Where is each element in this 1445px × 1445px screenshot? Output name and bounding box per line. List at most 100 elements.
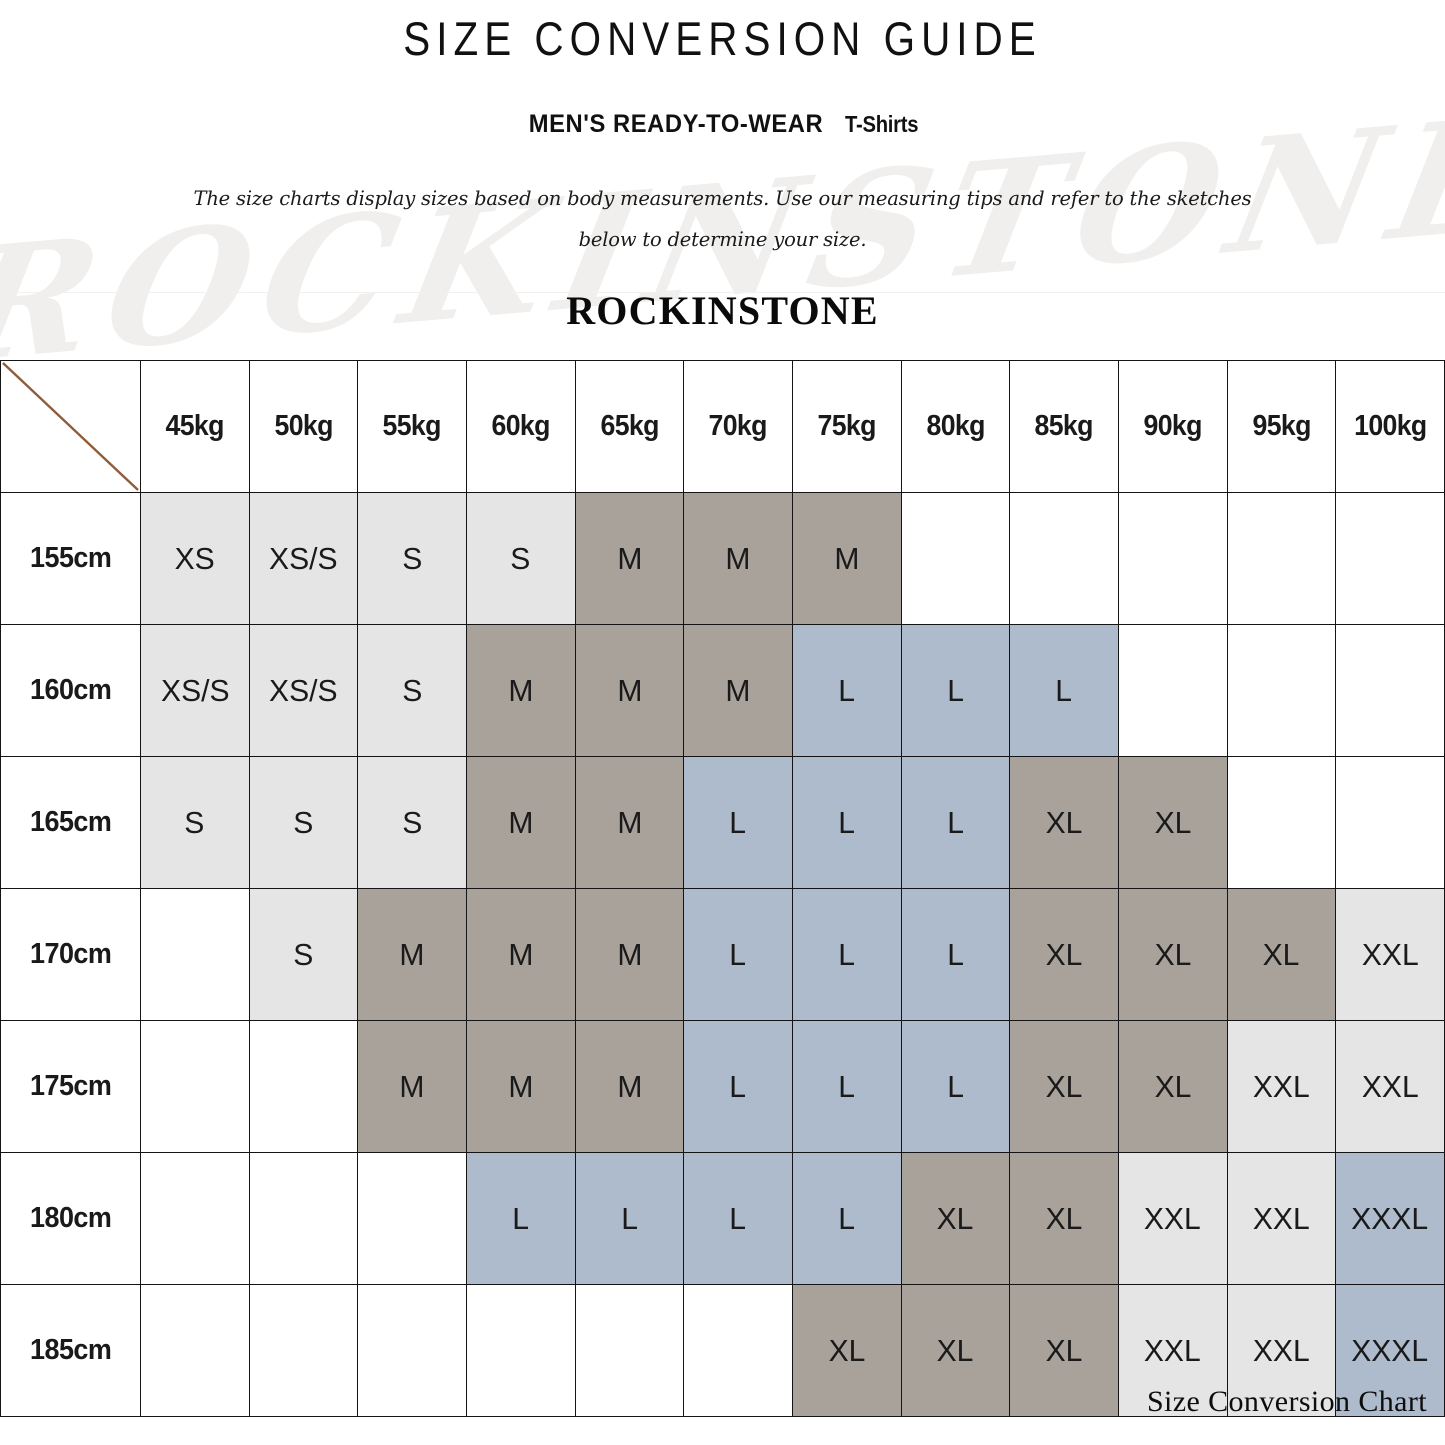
size-cell-label: XL <box>1045 1332 1083 1368</box>
description-line-2: below to determine your size. <box>578 227 867 251</box>
height-row-header-label: 155cm <box>29 542 112 574</box>
weight-column-header-label: 55kg <box>383 410 442 442</box>
size-cell: L <box>683 1152 793 1285</box>
table-row: 165cm S S S M M L L L XL XL <box>0 756 1445 889</box>
size-cell-empty <box>1009 492 1119 625</box>
table-caption: Size Conversion Chart <box>1146 1385 1427 1418</box>
size-cell-label: XL <box>1045 1068 1083 1104</box>
size-cell: XXL <box>1226 1020 1337 1153</box>
size-cell-empty <box>1226 492 1337 625</box>
size-cell: L <box>1009 624 1119 757</box>
size-cell: XXL <box>1226 1284 1337 1417</box>
size-cell: XL <box>1009 888 1119 1021</box>
subtitle-category: MEN'S READY-TO-WEAR <box>529 110 824 139</box>
size-cell: S <box>357 756 467 889</box>
size-cell: M <box>357 888 467 1021</box>
size-cell-label: M <box>725 672 751 708</box>
size-cell-label: L <box>838 1200 856 1236</box>
weight-column-header-label: 65kg <box>600 410 659 442</box>
size-cell-label: S <box>510 540 531 576</box>
size-cell-empty <box>1335 756 1445 889</box>
size-cell: M <box>465 1020 576 1153</box>
size-cell-label: M <box>508 936 534 972</box>
weight-column-header: 85kg <box>1009 360 1119 493</box>
height-row-header: 160cm <box>0 624 141 757</box>
brand-name: ROCKINSTONE <box>566 287 879 333</box>
subtitle-product: T-Shirts <box>845 111 919 138</box>
size-cell-empty <box>140 1284 250 1417</box>
size-cell-empty <box>1335 624 1445 757</box>
page-header: SIZE CONVERSION GUIDE MEN'S READY-TO-WEA… <box>0 0 1445 334</box>
size-cell-label: M <box>616 804 642 840</box>
height-row-header: 175cm <box>0 1020 141 1153</box>
size-cell-empty <box>248 1284 359 1417</box>
weight-column-header: 55kg <box>357 360 467 493</box>
size-cell: L <box>900 888 1011 1021</box>
table-header: 45kg 50kg 55kg 60kg 65kg 70kg 75kg 80kg 85kg 90kg… <box>0 360 1445 493</box>
size-cell: XS <box>140 492 250 625</box>
size-cell-label: XXL <box>1252 1068 1310 1104</box>
size-cell: L <box>683 888 793 1021</box>
size-cell-label: XXL <box>1252 1332 1310 1368</box>
size-cell-label: XXL <box>1144 1200 1202 1236</box>
size-cell-label: L <box>729 936 747 972</box>
size-cell: XS/S <box>248 624 359 757</box>
size-cell-label: S <box>184 804 205 840</box>
size-cell-label: M <box>399 936 425 972</box>
size-cell-empty <box>140 888 250 1021</box>
size-cell: L <box>574 1152 685 1285</box>
size-cell: S <box>248 756 359 889</box>
size-cell-empty <box>1335 492 1445 625</box>
size-cell-label: M <box>834 540 860 576</box>
size-cell-label: XL <box>937 1200 974 1236</box>
corner-cell-diagonal <box>0 360 141 493</box>
watermark-rule <box>0 292 1445 293</box>
size-cell: M <box>574 1020 685 1153</box>
size-cell-label: XL <box>828 1332 866 1368</box>
size-cell-label: XXL <box>1144 1332 1202 1368</box>
table-row: 160cm XS/S XS/S S M M M L L L <box>0 624 1445 757</box>
table-row: 180cm L L L L XL XL XXL XXL XXXL <box>0 1152 1445 1285</box>
weight-column-header: 65kg <box>574 360 685 493</box>
size-cell-label: M <box>508 672 534 708</box>
weight-column-header: 70kg <box>683 360 793 493</box>
size-cell: XXXL <box>1335 1284 1445 1417</box>
weight-column-header-label: 60kg <box>491 410 551 442</box>
size-cell: M <box>574 624 685 757</box>
size-cell-label: L <box>838 936 856 972</box>
size-cell-label: L <box>512 1200 530 1236</box>
size-cell-empty <box>1226 624 1337 757</box>
table-header-row: 45kg 50kg 55kg 60kg 65kg 70kg 75kg 80kg 85kg 90kg… <box>0 360 1445 493</box>
size-cell: XXL <box>1226 1152 1337 1285</box>
size-cell-label: M <box>616 540 642 576</box>
size-cell-empty <box>465 1284 576 1417</box>
size-cell-empty <box>140 1020 250 1153</box>
size-cell-empty <box>574 1284 685 1417</box>
size-cell-empty <box>140 1152 250 1285</box>
size-cell-label: M <box>508 804 534 840</box>
size-cell: M <box>574 756 685 889</box>
size-cell-empty <box>248 1152 359 1285</box>
weight-column-header: 60kg <box>465 360 576 493</box>
size-cell-empty <box>357 1284 467 1417</box>
height-row-header: 165cm <box>0 756 141 889</box>
size-cell-label: XS/S <box>269 540 338 576</box>
size-cell: M <box>791 492 902 625</box>
size-cell: S <box>140 756 250 889</box>
size-cell-label: XXL <box>1361 1068 1419 1104</box>
height-row-header-label: 170cm <box>29 938 112 970</box>
size-cell: XXL <box>1335 1020 1445 1153</box>
size-cell-label: S <box>293 804 314 840</box>
size-cell: L <box>465 1152 576 1285</box>
size-cell: L <box>791 624 902 757</box>
height-row-header-label: 175cm <box>29 1070 112 1102</box>
size-cell: XL <box>900 1152 1011 1285</box>
height-row-header: 170cm <box>0 888 141 1021</box>
size-cell-label: XXXL <box>1351 1332 1429 1368</box>
weight-column-header-label: 100kg <box>1353 410 1427 442</box>
size-cell-label: XL <box>1154 1068 1192 1104</box>
weight-column-header-label: 70kg <box>708 410 768 442</box>
size-cell: L <box>900 1020 1011 1153</box>
weight-column-header: 95kg <box>1226 360 1337 493</box>
size-cell-empty <box>357 1152 467 1285</box>
